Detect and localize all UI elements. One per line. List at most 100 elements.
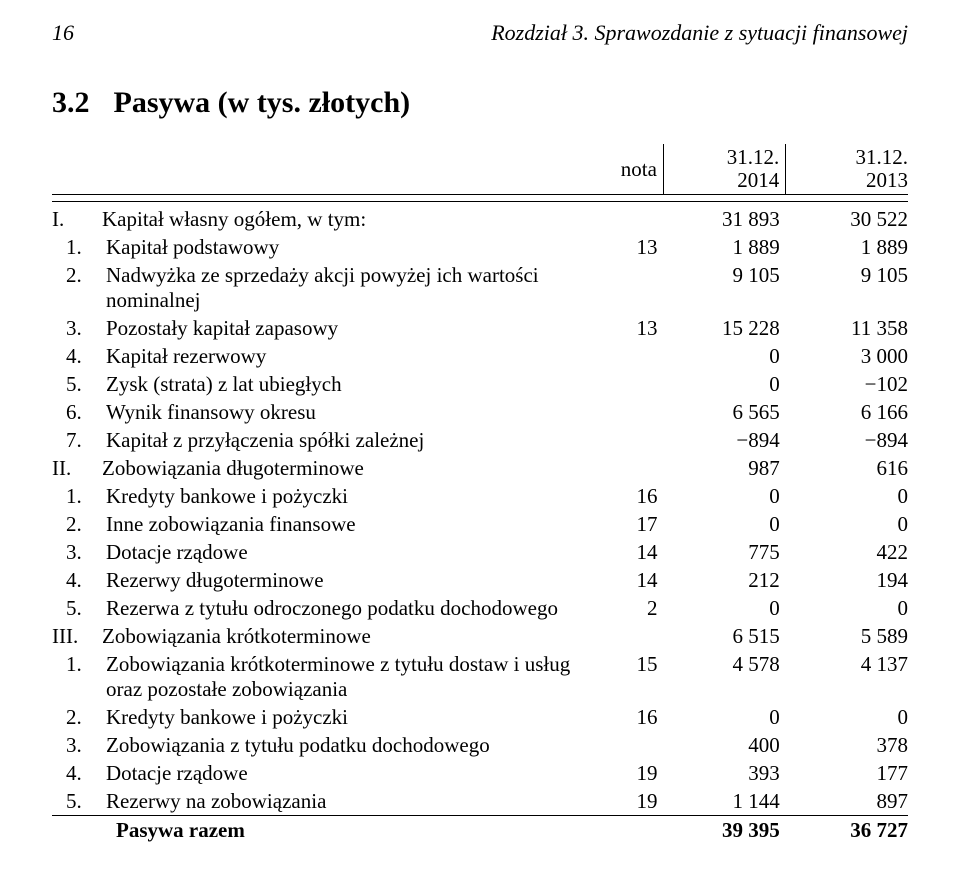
row-y2: 5 589 [786, 622, 908, 650]
row-nota [576, 426, 663, 454]
table-row: 1.Kredyty bankowe i pożyczki1600 [52, 482, 908, 510]
row-y1: 0 [663, 703, 785, 731]
row-nota: 15 [576, 650, 663, 703]
row-label: Zobowiązania długoterminowe [102, 456, 576, 481]
table-row: 7.Kapitał z przyłączenia spółki zależnej… [52, 426, 908, 454]
row-nota [576, 370, 663, 398]
row-nota [576, 261, 663, 314]
table-row: 5.Zysk (strata) z lat ubiegłych0−102 [52, 370, 908, 398]
row-number: 1. [52, 652, 106, 702]
row-y2: −102 [786, 370, 908, 398]
row-number: 3. [52, 316, 106, 341]
row-label: Rezerwy długoterminowe [106, 568, 576, 593]
table-row: 2.Kredyty bankowe i pożyczki1600 [52, 703, 908, 731]
row-number: 4. [52, 568, 106, 593]
row-y2: 378 [786, 731, 908, 759]
row-number: 3. [52, 540, 106, 565]
row-nota: 16 [576, 703, 663, 731]
row-y2: 1 889 [786, 233, 908, 261]
row-label: Zobowiązania krótkoterminowe z tytułu do… [106, 652, 576, 702]
row-number: 6. [52, 400, 106, 425]
row-y2: 4 137 [786, 650, 908, 703]
row-nota: 19 [576, 787, 663, 816]
row-y1: 4 578 [663, 650, 785, 703]
row-label: Rezerwa z tytułu odroczonego podatku doc… [106, 596, 576, 621]
row-number: III. [52, 624, 102, 649]
row-y2: 11 358 [786, 314, 908, 342]
row-y1: 6 565 [663, 398, 785, 426]
row-number: 4. [52, 344, 106, 369]
section-row: II.Zobowiązania długoterminowe987616 [52, 454, 908, 482]
row-y2: 9 105 [786, 261, 908, 314]
row-number: I. [52, 207, 102, 232]
row-number: 5. [52, 789, 106, 814]
row-number: 7. [52, 428, 106, 453]
row-y2: 30 522 [786, 205, 908, 233]
table-row: 6.Wynik finansowy okresu 6 5656 166 [52, 398, 908, 426]
row-label: Wynik finansowy okresu [106, 400, 576, 425]
col-year2-header: 31.12. 2013 [786, 144, 908, 195]
row-y1: −894 [663, 426, 785, 454]
row-number: 2. [52, 263, 106, 313]
row-y1: 6 515 [663, 622, 785, 650]
row-number: 1. [52, 484, 106, 509]
row-label: Kredyty bankowe i pożyczki [106, 705, 576, 730]
row-y1: 0 [663, 594, 785, 622]
table-row: 2.Inne zobowiązania finansowe1700 [52, 510, 908, 538]
section-heading: 3.2Pasywa (w tys. złotych) [52, 86, 908, 120]
row-y1: 15 228 [663, 314, 785, 342]
row-number: II. [52, 456, 102, 481]
row-nota [576, 342, 663, 370]
total-label: Pasywa razem [116, 818, 576, 843]
row-label: Kapitał rezerwowy [106, 344, 576, 369]
row-label: Kapitał z przyłączenia spółki zależnej [106, 428, 576, 453]
row-number: 1. [52, 235, 106, 260]
row-nota: 16 [576, 482, 663, 510]
rule [52, 195, 908, 202]
row-y2: 897 [786, 787, 908, 816]
row-label: Dotacje rządowe [106, 540, 576, 565]
row-nota: 19 [576, 759, 663, 787]
row-nota: 13 [576, 314, 663, 342]
row-y2: 6 166 [786, 398, 908, 426]
table-row: 4.Rezerwy długoterminowe14212194 [52, 566, 908, 594]
row-label: Kapitał podstawowy [106, 235, 576, 260]
row-y2: 177 [786, 759, 908, 787]
chapter-title: Rozdział 3. Sprawozdanie z sytuacji fina… [491, 20, 908, 46]
row-number: 2. [52, 705, 106, 730]
row-label: Kredyty bankowe i pożyczki [106, 484, 576, 509]
row-label: Nadwyżka ze sprzedaży akcji powyżej ich … [106, 263, 576, 313]
section-row: III.Zobowiązania krótkoterminowe 6 5155 5… [52, 622, 908, 650]
table-row: 5.Rezerwa z tytułu odroczonego podatku d… [52, 594, 908, 622]
row-nota [576, 205, 663, 233]
table-row: 5.Rezerwy na zobowiązania191 144897 [52, 787, 908, 816]
row-y2: 616 [786, 454, 908, 482]
row-number: 4. [52, 761, 106, 786]
row-nota: 14 [576, 566, 663, 594]
row-label: Zysk (strata) z lat ubiegłych [106, 372, 576, 397]
row-nota [576, 454, 663, 482]
row-y1: 1 889 [663, 233, 785, 261]
total-y1: 39 395 [663, 816, 785, 845]
row-nota: 13 [576, 233, 663, 261]
row-nota: 14 [576, 538, 663, 566]
row-y1: 31 893 [663, 205, 785, 233]
row-nota: 17 [576, 510, 663, 538]
row-number: 5. [52, 596, 106, 621]
row-label: Zobowiązania krótkoterminowe [102, 624, 576, 649]
running-header: 16 Rozdział 3. Sprawozdanie z sytuacji f… [52, 20, 908, 46]
row-y2: 0 [786, 703, 908, 731]
row-nota: 2 [576, 594, 663, 622]
row-label: Inne zobowiązania finansowe [106, 512, 576, 537]
row-nota [576, 398, 663, 426]
row-number: 2. [52, 512, 106, 537]
row-y2: 3 000 [786, 342, 908, 370]
row-label: Rezerwy na zobowiązania [106, 789, 576, 814]
table-header-row: nota 31.12. 2014 31.12. 2013 [52, 144, 908, 195]
row-nota [576, 731, 663, 759]
table-row: 4.Kapitał rezerwowy03 000 [52, 342, 908, 370]
row-y1: 393 [663, 759, 785, 787]
table-row: 4.Dotacje rządowe19393177 [52, 759, 908, 787]
section-row: I.Kapitał własny ogółem, w tym:31 89330 … [52, 205, 908, 233]
row-label: Dotacje rządowe [106, 761, 576, 786]
